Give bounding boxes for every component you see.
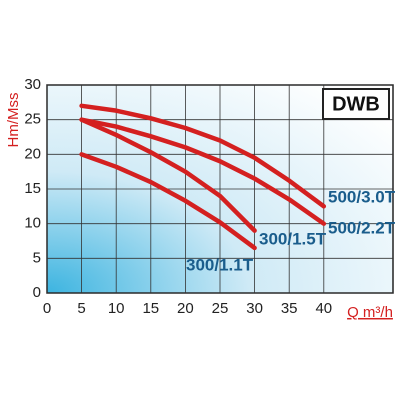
series-label: 500/3.0T <box>328 187 396 206</box>
title-box <box>322 88 390 120</box>
y-axis-label: Hm/Mss <box>5 93 22 148</box>
y-tick-label: 25 <box>24 111 41 128</box>
x-tick-label: 40 <box>315 300 332 317</box>
curve <box>79 152 257 251</box>
x-tick-label: 15 <box>142 300 159 317</box>
x-tick-label: 35 <box>281 300 298 317</box>
x-tick-label: 20 <box>177 300 194 317</box>
series-label: 300/1.1T <box>186 255 254 274</box>
chart-title: DWB <box>332 93 380 115</box>
curve <box>79 117 327 226</box>
curve <box>79 103 327 209</box>
series-label: 300/1.5T <box>259 229 327 248</box>
curve <box>79 117 257 233</box>
y-tick-label: 5 <box>33 249 41 266</box>
x-tick-label: 25 <box>212 300 229 317</box>
x-tick-label: 0 <box>43 300 51 317</box>
x-axis-label: Q m³/h <box>347 304 393 321</box>
x-tick-label: 30 <box>246 300 263 317</box>
y-tick-label: 30 <box>24 76 41 93</box>
y-tick-label: 0 <box>33 284 41 301</box>
x-tick-label: 5 <box>77 300 85 317</box>
y-tick-label: 15 <box>24 180 41 197</box>
series-label: 500/2.2T <box>328 218 396 237</box>
y-tick-label: 10 <box>24 215 41 232</box>
x-tick-label: 10 <box>108 300 125 317</box>
y-tick-label: 20 <box>24 145 41 162</box>
